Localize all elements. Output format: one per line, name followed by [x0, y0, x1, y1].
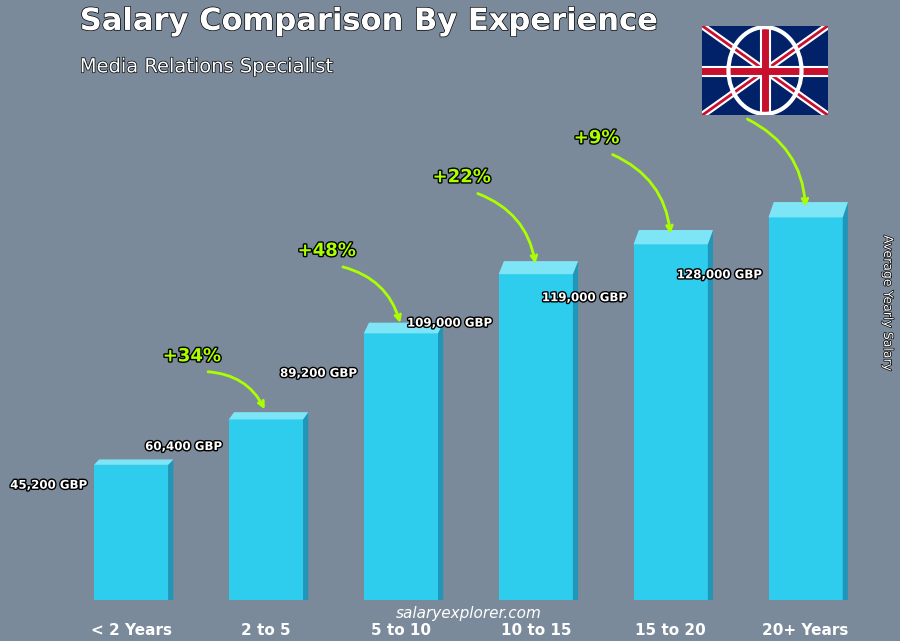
- Polygon shape: [707, 230, 713, 600]
- Polygon shape: [499, 261, 578, 274]
- Text: +22%: +22%: [433, 168, 490, 187]
- Polygon shape: [364, 322, 443, 333]
- Text: +8%: +8%: [708, 94, 754, 112]
- Polygon shape: [438, 322, 443, 600]
- Polygon shape: [842, 202, 848, 600]
- Polygon shape: [573, 261, 578, 600]
- FancyBboxPatch shape: [634, 244, 707, 600]
- Polygon shape: [229, 412, 309, 419]
- Text: 45,200 GBP: 45,200 GBP: [10, 479, 87, 492]
- Text: +34%: +34%: [163, 347, 220, 365]
- Text: < 2 Years: < 2 Years: [91, 623, 172, 638]
- Text: +48%: +48%: [298, 242, 356, 260]
- Text: salaryexplorer.com: salaryexplorer.com: [395, 606, 541, 621]
- FancyBboxPatch shape: [229, 419, 303, 600]
- Text: 128,000 GBP: 128,000 GBP: [677, 268, 761, 281]
- Polygon shape: [94, 460, 174, 465]
- Text: 119,000 GBP: 119,000 GBP: [542, 291, 627, 304]
- Text: Salary Comparison By Experience: Salary Comparison By Experience: [80, 7, 656, 36]
- Polygon shape: [769, 202, 848, 217]
- Text: 109,000 GBP: 109,000 GBP: [407, 317, 492, 329]
- FancyBboxPatch shape: [94, 465, 168, 600]
- Text: 15 to 20: 15 to 20: [635, 623, 706, 638]
- Text: 20+ Years: 20+ Years: [762, 623, 849, 638]
- Text: 10 to 15: 10 to 15: [500, 623, 571, 638]
- Polygon shape: [168, 460, 174, 600]
- Polygon shape: [303, 412, 309, 600]
- FancyBboxPatch shape: [364, 333, 438, 600]
- Text: +9%: +9%: [573, 129, 619, 147]
- Text: Media Relations Specialist: Media Relations Specialist: [80, 57, 334, 76]
- Text: 5 to 10: 5 to 10: [371, 623, 431, 638]
- Text: 2 to 5: 2 to 5: [241, 623, 291, 638]
- Polygon shape: [634, 230, 713, 244]
- FancyBboxPatch shape: [499, 274, 573, 600]
- Text: 60,400 GBP: 60,400 GBP: [145, 440, 222, 453]
- FancyBboxPatch shape: [699, 22, 831, 119]
- FancyBboxPatch shape: [769, 217, 842, 600]
- Text: 89,200 GBP: 89,200 GBP: [280, 367, 357, 380]
- Text: Average Yearly Salary: Average Yearly Salary: [881, 235, 895, 372]
